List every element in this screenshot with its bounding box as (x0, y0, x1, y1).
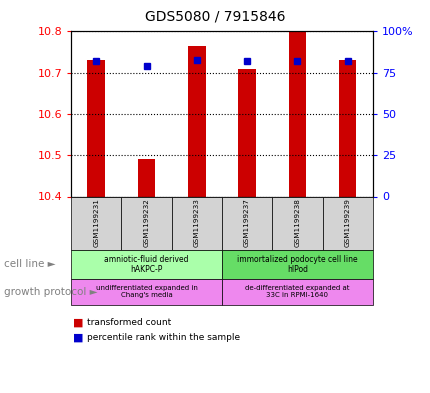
Text: GDS5080 / 7915846: GDS5080 / 7915846 (145, 10, 285, 24)
Bar (138, 160, 155, 196)
Text: ■: ■ (73, 317, 83, 327)
Text: cell line ►: cell line ► (4, 259, 56, 269)
Text: de-differentiated expanded at
33C in RPMI-1640: de-differentiated expanded at 33C in RPM… (245, 285, 349, 298)
Bar (338, 61, 356, 196)
Text: GSM1199238: GSM1199238 (294, 198, 300, 248)
Text: growth protocol ►: growth protocol ► (4, 287, 98, 297)
Text: ■: ■ (73, 332, 83, 342)
Text: undifferentiated expanded in
Chang's media: undifferentiated expanded in Chang's med… (95, 285, 197, 298)
Text: GSM1199239: GSM1199239 (344, 198, 350, 248)
Text: GSM1199231: GSM1199231 (93, 198, 99, 248)
Text: transformed count: transformed count (87, 318, 171, 327)
Text: amniotic-fluid derived
hAKPC-P: amniotic-fluid derived hAKPC-P (104, 255, 188, 274)
Bar (187, 46, 205, 196)
Text: percentile rank within the sample: percentile rank within the sample (87, 333, 240, 342)
Text: GSM1199232: GSM1199232 (143, 198, 149, 248)
Bar (288, 31, 305, 196)
Text: GSM1199233: GSM1199233 (194, 198, 200, 248)
Text: GSM1199237: GSM1199237 (243, 198, 249, 248)
Bar (238, 68, 255, 196)
Text: immortalized podocyte cell line
hIPod: immortalized podocyte cell line hIPod (237, 255, 357, 274)
Bar (87, 61, 105, 196)
